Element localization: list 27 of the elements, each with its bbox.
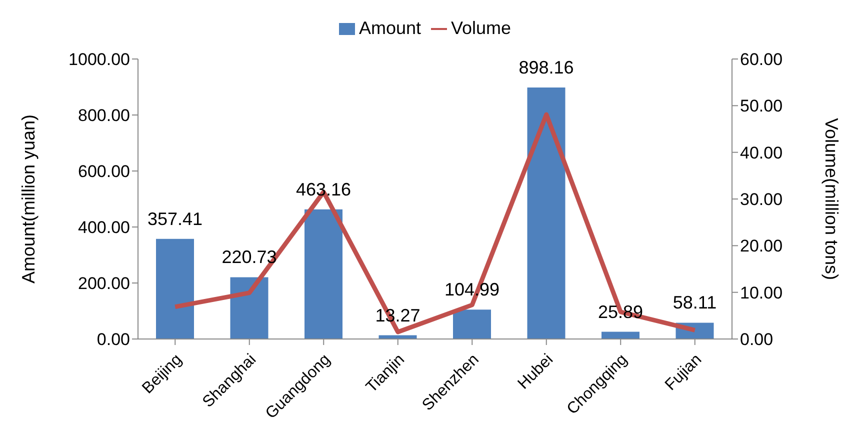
y-tick-label: 800.00 [78, 106, 130, 126]
legend-label: Amount [358, 18, 421, 38]
y-tick-label: 200.00 [78, 274, 130, 294]
bar [230, 277, 268, 339]
data-label: 463.16 [296, 179, 352, 200]
y2-tick-label: 20.00 [740, 236, 783, 256]
y-tick-label: 600.00 [78, 162, 130, 182]
y-tick-label: 400.00 [78, 218, 130, 238]
data-label: 357.41 [147, 208, 203, 229]
y2-tick-label: 30.00 [740, 190, 783, 210]
y-axis-title: Amount(million yuan) [18, 114, 38, 284]
bar [156, 238, 194, 339]
bar [304, 209, 342, 339]
y2-axis-title: Volume(million tons) [822, 118, 842, 280]
y2-tick-label: 10.00 [740, 283, 783, 302]
y2-tick-label: 50.00 [740, 96, 783, 116]
y2-tick-label: 60.00 [740, 50, 783, 70]
legend-label: Volume [451, 18, 512, 38]
y-tick-label: 1000.00 [68, 50, 130, 70]
bar [527, 88, 566, 339]
y-tick-label: 0.00 [96, 330, 130, 350]
bar [602, 332, 640, 339]
data-label: 898.16 [518, 58, 574, 78]
bar [453, 310, 491, 339]
data-label: 58.11 [672, 292, 717, 313]
y2-tick-label: 0.00 [740, 330, 774, 350]
y2-tick-label: 40.00 [740, 143, 783, 162]
